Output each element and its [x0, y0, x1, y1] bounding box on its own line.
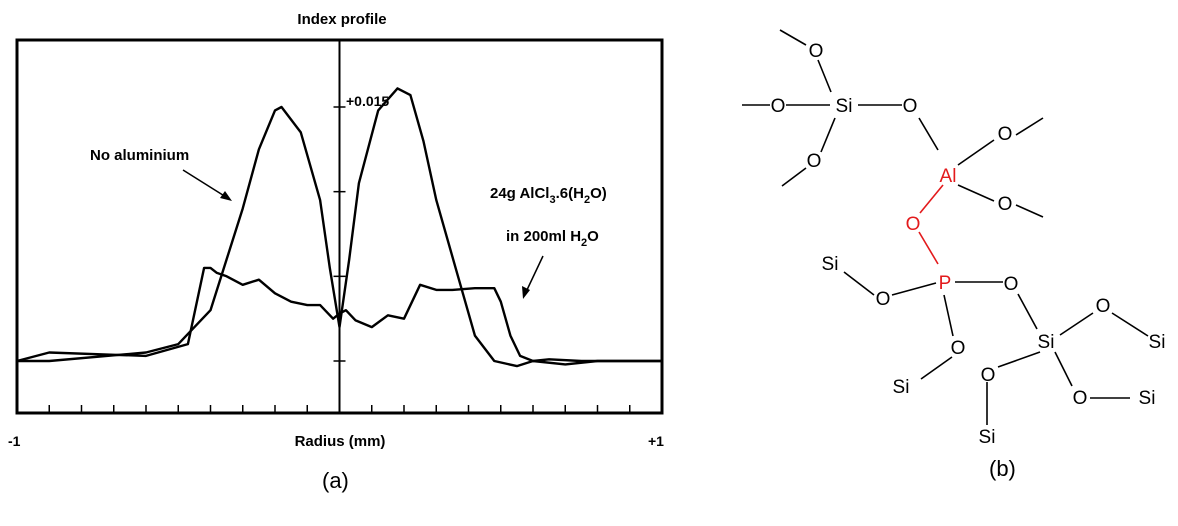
- bond: [891, 282, 937, 296]
- chart-ticks: [16, 106, 663, 413]
- atom-p: P: [939, 273, 952, 294]
- annotation-alcl3-line1: 24g AlCl3.6(H2O): [490, 185, 607, 206]
- atom-o: O: [876, 289, 891, 310]
- atom-o: O: [1004, 274, 1019, 295]
- bond: [779, 29, 807, 46]
- highlighted-atoms: Al O P: [906, 166, 957, 294]
- x-tick-label-left: -1: [8, 433, 21, 449]
- bond: [918, 117, 939, 151]
- atom-o: O: [981, 365, 996, 386]
- atom-si-left: Si: [822, 254, 839, 275]
- bond: [1017, 293, 1038, 330]
- bond-al-o: [919, 184, 944, 214]
- x-axis-label: Radius (mm): [295, 433, 386, 450]
- atom-o: O: [771, 96, 786, 117]
- chart-series: [16, 87, 662, 368]
- panel-b: O O Si O O O O Si O O O Si Si O O Si O S…: [700, 0, 1178, 521]
- index-profile-chart: Index profile +0.015 -1 +1 Radius (mm) N…: [8, 11, 664, 450]
- bond: [957, 139, 995, 166]
- atom-si-bottom: Si: [979, 427, 996, 448]
- atom-o: O: [807, 151, 822, 172]
- annotation-alcl3-line2: in 200ml H2O: [506, 228, 599, 249]
- bond: [1015, 204, 1044, 218]
- atom-si-lower-left: Si: [893, 377, 910, 398]
- molecule-diagram: O O Si O O O O Si O O O Si Si O O Si O S…: [742, 29, 1166, 448]
- bond: [781, 167, 807, 187]
- atoms: O O Si O O O O Si O O O Si Si O O Si O S…: [771, 41, 1166, 448]
- x-tick-label-right: +1: [648, 433, 664, 449]
- annotation-arrow-no-aluminium: [182, 169, 227, 198]
- bond: [1111, 312, 1149, 337]
- panel-label-a: (a): [322, 468, 349, 493]
- series-line-no-aluminium: [17, 87, 662, 368]
- bond: [843, 271, 875, 296]
- bond: [1059, 312, 1094, 336]
- bond: [1015, 117, 1044, 136]
- annotation-arrowhead-no-aluminium: [220, 191, 232, 201]
- atom-si-top: Si: [836, 96, 853, 117]
- atom-o: O: [998, 124, 1013, 145]
- annotation-no-aluminium: No aluminium: [90, 147, 189, 164]
- atom-o: O: [1073, 388, 1088, 409]
- atom-si-right-top: Si: [1149, 332, 1166, 353]
- atom-si-mid: Si: [1038, 332, 1055, 353]
- bond: [820, 117, 836, 153]
- annotation-arrow-alcl3: [525, 255, 544, 293]
- bond: [1054, 351, 1073, 387]
- bonds: [742, 29, 1149, 425]
- series-line-alcl3: [16, 266, 662, 363]
- bond: [997, 351, 1041, 368]
- chart-title: Index profile: [297, 11, 386, 28]
- atom-o: O: [951, 338, 966, 359]
- panel-label-b: (b): [989, 456, 1016, 481]
- bond: [957, 184, 995, 202]
- bond: [920, 356, 953, 380]
- atom-o-bridge: O: [906, 214, 921, 235]
- chart-frame: [15, 38, 664, 415]
- atom-al: Al: [940, 166, 957, 187]
- atom-si-right-bottom: Si: [1139, 388, 1156, 409]
- bond: [943, 294, 954, 337]
- atom-o: O: [903, 96, 918, 117]
- annotation-arrowhead-alcl3: [522, 286, 530, 299]
- y-annotation-label: +0.015: [346, 93, 389, 109]
- highlighted-bonds: [918, 184, 944, 265]
- panel-a: Index profile +0.015 -1 +1 Radius (mm) N…: [8, 11, 664, 493]
- atom-o: O: [809, 41, 824, 62]
- atom-o: O: [1096, 296, 1111, 317]
- bond: [817, 59, 832, 93]
- atom-o: O: [998, 194, 1013, 215]
- bond-o-p: [918, 231, 939, 265]
